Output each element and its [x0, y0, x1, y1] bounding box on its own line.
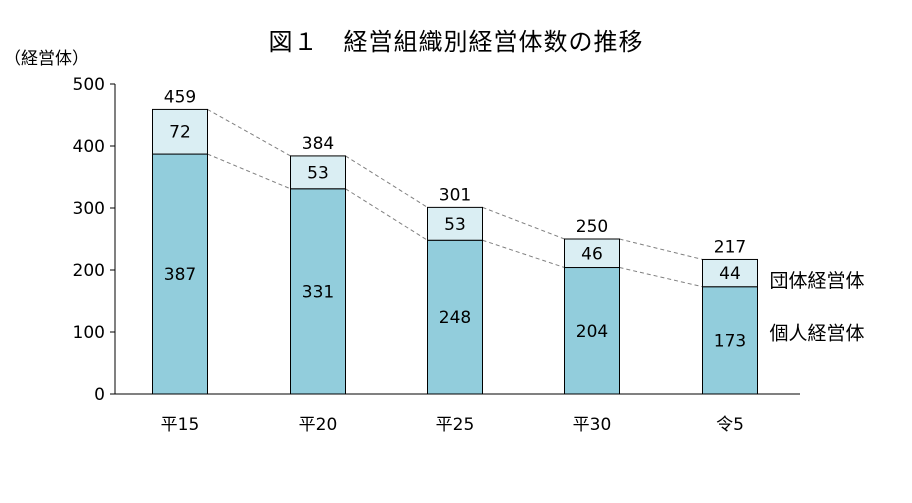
- bar-group: [152, 108, 208, 155]
- bar-individual: [152, 153, 208, 395]
- data-label-total: 384: [302, 134, 334, 154]
- data-label-group: 44: [719, 264, 741, 284]
- bar-individual: [427, 239, 483, 395]
- bar-group: [702, 258, 758, 288]
- legend-label-individual: 個人経営体: [770, 322, 865, 344]
- data-label-group: 53: [444, 215, 466, 235]
- data-label-total: 301: [439, 185, 471, 205]
- x-axis-tick-label: 平20: [299, 415, 338, 435]
- data-label-group: 72: [169, 123, 191, 143]
- data-label-individual: 173: [714, 331, 746, 351]
- bar-group: [564, 238, 620, 269]
- series-line-total: [619, 238, 703, 260]
- bar-group: [427, 206, 483, 241]
- x-axis-tick-label: 令5: [716, 415, 744, 435]
- series-line-individual: [482, 239, 565, 268]
- y-axis-tick-label: 0: [94, 385, 105, 405]
- chart-title: 図１ 経営組織別経営体数の推移: [268, 28, 644, 56]
- series-line-individual: [207, 153, 291, 190]
- y-axis-tick-label: 400: [73, 137, 105, 157]
- bar-individual: [702, 286, 758, 395]
- data-label-group: 46: [581, 244, 603, 264]
- series-line-total: [482, 206, 565, 240]
- series-line-total: [207, 108, 291, 157]
- series-line-total: [345, 155, 428, 208]
- data-label-individual: 387: [164, 265, 196, 285]
- x-axis-tick-label: 平15: [161, 415, 200, 435]
- y-axis-tick-label: 200: [73, 261, 105, 281]
- data-label-individual: 331: [302, 282, 334, 302]
- x-axis-tick-label: 平25: [436, 415, 475, 435]
- y-axis-tick-label: 500: [73, 75, 105, 95]
- x-axis-tick-label: 平30: [573, 415, 612, 435]
- data-label-total: 459: [164, 87, 196, 107]
- data-label-total: 250: [576, 217, 608, 237]
- y-axis-tick-label: 100: [73, 323, 105, 343]
- data-label-individual: 204: [576, 322, 608, 342]
- legend-label-group: 団体経営体: [770, 270, 865, 292]
- data-label-individual: 248: [439, 308, 471, 328]
- bar-group: [290, 155, 346, 190]
- y-axis-unit-label: （経営体）: [4, 49, 89, 69]
- data-label-group: 53: [307, 163, 329, 183]
- y-axis-tick-label: 300: [73, 199, 105, 219]
- bar-individual: [290, 188, 346, 395]
- series-line-individual: [345, 188, 428, 241]
- data-label-total: 217: [714, 237, 746, 257]
- series-line-individual: [619, 267, 703, 288]
- bar-individual: [564, 267, 620, 395]
